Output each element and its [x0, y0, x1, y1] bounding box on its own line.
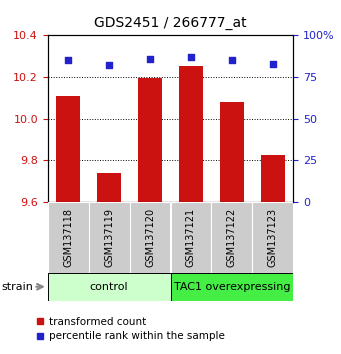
Bar — [170, 202, 211, 273]
Point — [106, 63, 112, 68]
Bar — [220, 102, 244, 202]
Point — [147, 56, 153, 62]
Text: control: control — [90, 282, 129, 292]
Bar — [179, 65, 203, 202]
Bar — [261, 155, 285, 202]
Bar — [170, 273, 293, 301]
Bar — [211, 202, 252, 273]
Bar — [56, 96, 80, 202]
Text: strain: strain — [2, 282, 33, 292]
Text: GSM137122: GSM137122 — [227, 207, 237, 267]
Bar — [138, 78, 162, 202]
Bar — [252, 202, 293, 273]
Text: GDS2451 / 266777_at: GDS2451 / 266777_at — [94, 16, 247, 30]
Point — [65, 57, 71, 63]
Bar — [48, 202, 89, 273]
Text: GSM137118: GSM137118 — [63, 208, 73, 267]
Point — [188, 54, 194, 60]
Text: GSM137123: GSM137123 — [268, 207, 278, 267]
Text: GSM137119: GSM137119 — [104, 208, 114, 267]
Legend: transformed count, percentile rank within the sample: transformed count, percentile rank withi… — [36, 317, 225, 341]
Bar — [130, 202, 170, 273]
Bar — [48, 273, 170, 301]
Text: GSM137121: GSM137121 — [186, 207, 196, 267]
Text: GSM137120: GSM137120 — [145, 207, 155, 267]
Bar — [97, 173, 121, 202]
Point — [229, 57, 235, 63]
Bar — [89, 202, 130, 273]
Text: TAC1 overexpressing: TAC1 overexpressing — [174, 282, 290, 292]
Point — [270, 61, 276, 67]
